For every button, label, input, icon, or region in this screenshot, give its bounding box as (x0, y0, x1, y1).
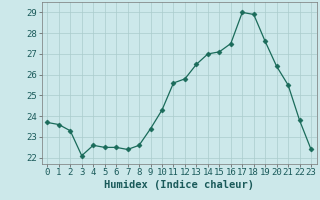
X-axis label: Humidex (Indice chaleur): Humidex (Indice chaleur) (104, 180, 254, 190)
